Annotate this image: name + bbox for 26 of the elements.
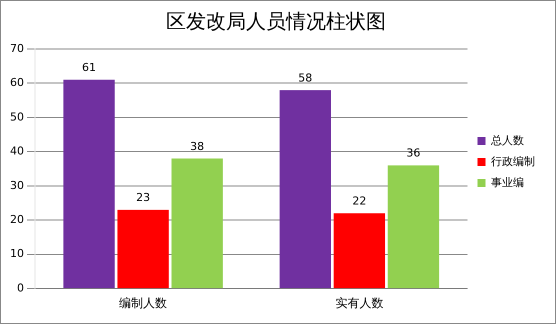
data-label: 38 [190, 140, 204, 153]
data-label: 36 [406, 146, 420, 160]
chart-title: 区发改局人员情况柱状图 [166, 9, 386, 34]
y-tick-label: 70 [10, 42, 24, 55]
data-label: 22 [352, 194, 366, 208]
x-tick-label: 编制人数 [119, 296, 168, 310]
y-tick-label: 50 [10, 110, 24, 124]
y-tick-label: 40 [10, 144, 24, 158]
y-tick-label: 20 [10, 213, 24, 226]
bar [172, 158, 223, 288]
y-tick-label: 0 [16, 281, 24, 294]
legend-label: 事业编 [491, 176, 524, 189]
data-label: 58 [298, 71, 312, 84]
bar [117, 210, 169, 288]
bar [280, 90, 331, 288]
y-tick-label: 60 [10, 76, 24, 90]
y-tick-label: 10 [10, 247, 24, 260]
bar [388, 165, 440, 288]
data-label: 23 [136, 191, 150, 204]
legend-label: 总人数 [490, 134, 524, 147]
bar [63, 80, 115, 288]
y-tick-label: 30 [10, 178, 24, 192]
legend-label: 行政编制 [491, 154, 535, 168]
bar [334, 213, 386, 288]
data-label: 61 [82, 61, 96, 74]
x-tick-label: 实有人数 [335, 296, 384, 310]
